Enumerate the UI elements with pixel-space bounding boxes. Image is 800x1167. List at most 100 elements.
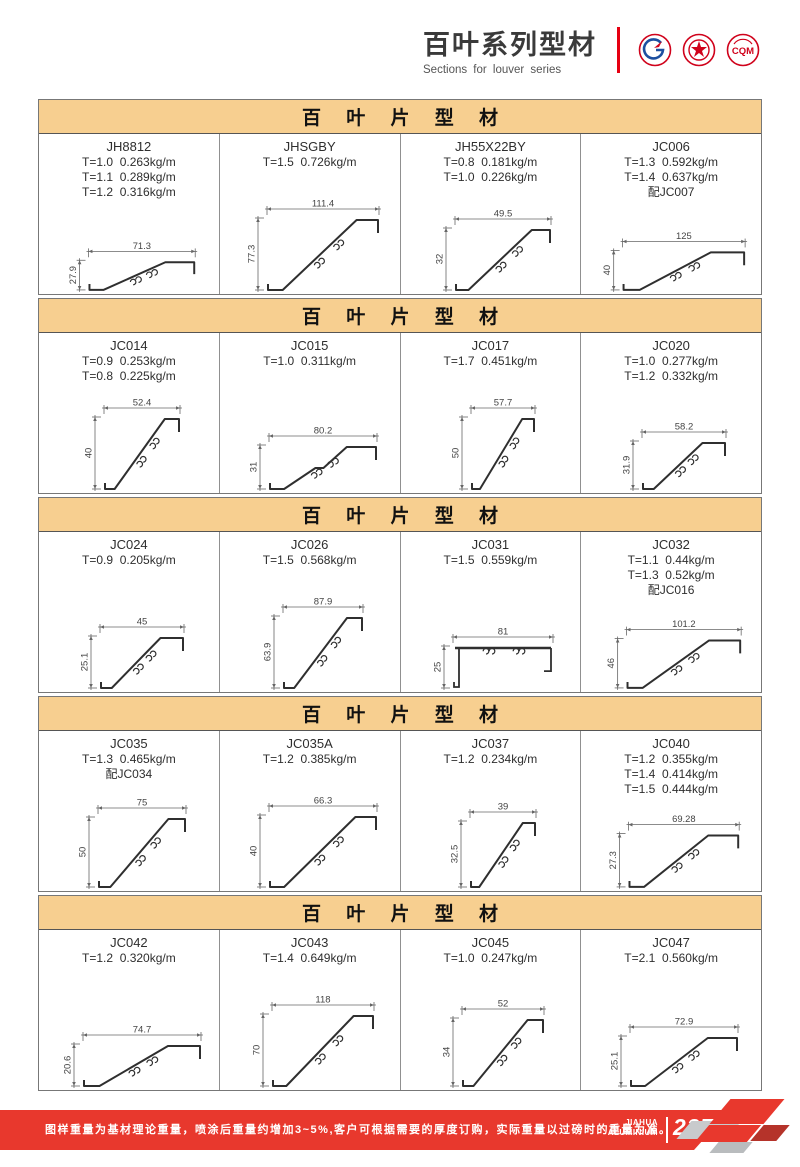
profile-drawing: 52 34 [442,999,547,1088]
profile-drawing: 87.9 63.9 [262,597,365,690]
header-divider [617,26,620,73]
deco-parallelogram-red-top [709,1099,785,1124]
profile-drawing: 71.3 27.9 [68,241,198,293]
profile-cell-JC035: JC035 T=1.3 0.465kg/m 配JC034 75 50 [39,731,220,891]
width-dim-label: 52.4 [133,398,152,409]
profile-drawing: 72.9 25.1 [610,1017,741,1088]
series-title-block: 百叶系列型材 Sections for louver series [423,23,597,76]
width-dim-label: 74.7 [133,1025,152,1036]
height-dim-label: 31 [248,462,259,473]
profile-cell-JH55X22BY: JH55X22BY T=0.8 0.181kg/m T=1.0 0.226kg/m 4… [401,134,582,294]
profile-spec-line: T=1.0 0.263kg/m [82,155,176,170]
profile-spec-line: 配JC034 [105,766,153,781]
width-dim-label: 80.2 [313,426,332,437]
width-dim-label: 111.4 [311,199,333,210]
width-dim-label: 58.2 [675,422,694,433]
profile-spec-line: 配JC007 [647,184,695,199]
profile-spec-line: T=1.4 0.414kg/m [624,766,718,781]
profile-spec-line: T=1.0 0.311kg/m [263,354,357,369]
width-dim-label: 69.28 [672,814,695,824]
profile-code: JHSGBY [283,139,336,154]
section-header-bar: 百 叶 片 型 材 [39,299,761,333]
profile-spec-line: 配JC016 [647,582,695,597]
height-dim-label: 46 [606,658,616,668]
louver-section-2: 百 叶 片 型 材 JC014 T=0.9 0.253kg/m T=0.8 0.225… [38,298,762,494]
profile-code: JC032 [652,537,690,552]
profile-spec-line: T=0.8 0.225kg/m [82,368,176,383]
profile-spec-line: T=1.2 0.234kg/m [443,752,538,767]
gb-certification-logo-icon [638,33,672,66]
page-header: 百叶系列型材 Sections for louver series CQM [0,0,800,99]
width-dim-label: 125 [676,231,692,241]
height-dim-label: 25 [433,662,444,673]
profile-spec-line: T=1.3 0.465kg/m [82,752,176,767]
height-dim-label: 34 [442,1047,453,1058]
profile-spec-line: T=1.2 0.385kg/m [262,752,357,767]
height-dim-label: 40 [248,846,259,857]
width-dim-label: 87.9 [313,597,332,608]
width-dim-label: 72.9 [675,1017,694,1028]
profile-spec-line: T=1.2 0.316kg/m [82,184,176,199]
section-cells-row: JC024 T=0.9 0.205kg/m 45 25.1 JC026 T=1.5 0.5… [39,532,761,692]
page-footer: 图样重量为基材理论重量，喷涂后重量约增加3~5%,客户可根据需要的厚度订购，实际… [0,1095,800,1167]
height-dim-label: 27.3 [608,851,618,869]
profile-drawing: 66.3 40 [248,796,379,889]
profile-cell-JC047: JC047 T=2.1 0.560kg/m 72.9 25.1 [581,930,761,1090]
profile-spec-line: T=1.2 0.332kg/m [624,368,718,383]
height-dim-label: 32 [435,254,446,265]
profile-code: JC006 [652,139,690,154]
height-dim-label: 32.5 [450,845,461,864]
profile-drawing: 80.2 31 [248,426,379,491]
profile-cell-JC043: JC043 T=1.4 0.649kg/m 118 70 [220,930,401,1090]
height-dim-label: 20.6 [62,1056,73,1075]
width-dim-label: 81 [498,627,509,638]
profile-cell-JC014: JC014 T=0.9 0.253kg/m T=0.8 0.225kg/m 52.4 4… [39,333,220,493]
profile-code: JC015 [290,338,329,353]
section-cells-row: JC042 T=1.2 0.320kg/m 74.7 20.6 JC043 T=1.4 0… [39,930,761,1090]
profile-drawing: 75 50 [77,798,188,889]
width-dim-label: 75 [137,798,148,809]
section-header-bar: 百 叶 片 型 材 [39,697,761,731]
section-header-bar: 百 叶 片 型 材 [39,896,761,930]
height-dim-label: 27.9 [68,266,78,284]
profile-drawing: 118 70 [251,995,376,1088]
profile-drawing: 58.2 31.9 [622,422,729,491]
profile-cell-JC020: JC020 T=1.0 0.277kg/m T=1.2 0.332kg/m 58.2 3… [581,333,761,493]
profile-cell-JC032: JC032 T=1.1 0.44kg/m T=1.3 0.52kg/m 配JC016 1… [581,532,761,692]
profile-code: JH8812 [106,139,152,154]
profile-code: JC040 [652,736,690,751]
section-cells-row: JC014 T=0.9 0.253kg/m T=0.8 0.225kg/m 52.4 4… [39,333,761,493]
height-dim-label: 70 [251,1045,262,1056]
louver-section-3: 百 叶 片 型 材 JC024 T=0.9 0.205kg/m 45 25.1 JC026… [38,497,762,693]
width-dim-label: 39 [498,802,509,813]
profile-drawing: 52.4 40 [83,398,182,491]
profile-spec-line: T=1.0 0.247kg/m [443,951,538,966]
profile-cell-JC037: JC037 T=1.2 0.234kg/m 39 32.5 [401,731,582,891]
profile-spec-line: T=1.3 0.52kg/m [627,567,715,582]
height-dim-label: 50 [451,448,462,459]
profile-spec-line: T=0.9 0.253kg/m [82,354,176,369]
profile-cell-JC040: JC040 T=1.2 0.355kg/m T=1.4 0.414kg/m T=1.5… [581,731,761,891]
profile-cell-JC017: JC017 T=1.7 0.451kg/m 57.7 50 [401,333,582,493]
profile-code: JC017 [471,338,510,353]
profile-drawing: 45 25.1 [79,617,186,690]
profile-spec-line: T=1.2 0.355kg/m [624,752,718,767]
profile-code: JC037 [471,736,510,751]
profile-drawing: 81 25 [433,627,556,690]
profile-code: JC020 [652,338,690,353]
svg-text:CQM: CQM [732,46,754,57]
profile-cell-JH8812: JH8812 T=1.0 0.263kg/m T=1.1 0.289kg/m T=1.… [39,134,220,294]
profile-cell-JC045: JC045 T=1.0 0.247kg/m 52 34 [401,930,582,1090]
profile-spec-line: T=1.5 0.568kg/m [262,553,357,568]
footer-red-bar: 图样重量为基材理论重量，喷涂后重量约增加3~5%,客户可根据需要的厚度订购，实际… [0,1110,730,1150]
height-dim-label: 25.1 [610,1052,621,1071]
height-dim-label: 31.9 [622,456,633,475]
profile-cell-JC015: JC015 T=1.0 0.311kg/m 80.2 31 [220,333,401,493]
series-title: 百叶系列型材 [423,30,597,60]
louver-section-4: 百 叶 片 型 材 JC035 T=1.3 0.465kg/m 配JC034 75 50 J… [38,696,762,892]
height-dim-label: 63.9 [262,643,273,662]
profile-code: JC047 [652,935,690,950]
profile-spec-line: T=1.2 0.320kg/m [82,951,176,966]
profile-drawing: 69.28 27.3 [608,814,742,890]
